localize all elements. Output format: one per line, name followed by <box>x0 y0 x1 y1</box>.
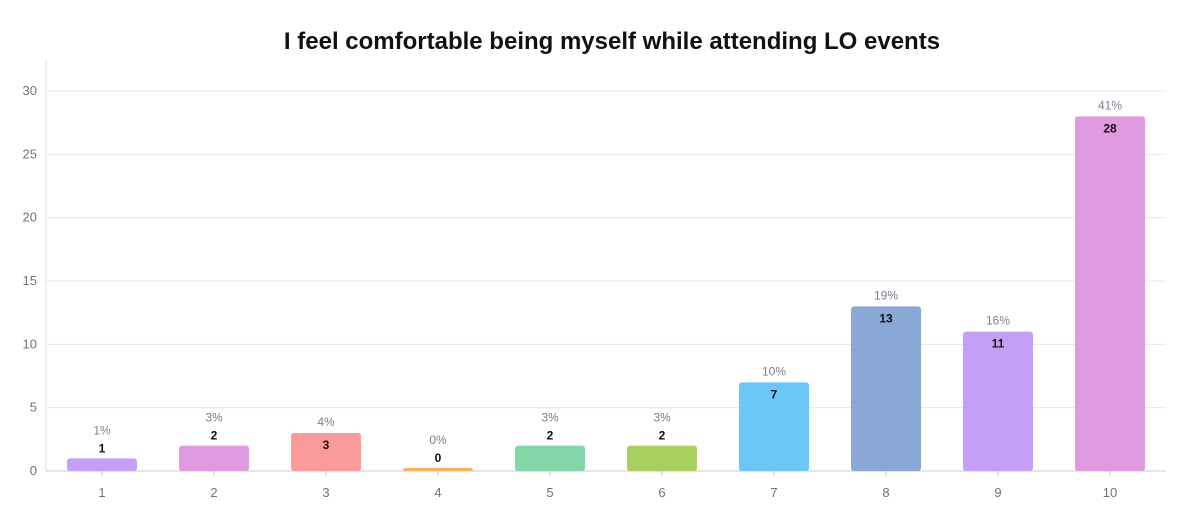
value-label: 28 <box>1103 121 1117 135</box>
bar <box>67 458 137 471</box>
value-label: 13 <box>879 311 893 325</box>
x-tick-label: 9 <box>994 485 1001 500</box>
percent-label: 3% <box>205 411 223 425</box>
bar <box>515 445 585 471</box>
bar <box>291 433 361 471</box>
percent-label: 41% <box>1098 98 1122 112</box>
value-label: 2 <box>211 429 218 443</box>
x-tick-label: 4 <box>434 485 441 500</box>
x-tick-label: 8 <box>882 485 889 500</box>
value-label: 0 <box>435 451 442 465</box>
x-tick-label: 1 <box>98 485 105 500</box>
y-tick-label: 30 <box>23 83 37 98</box>
x-tick-label: 5 <box>546 485 553 500</box>
y-tick-label: 20 <box>23 210 37 225</box>
y-tick-label: 10 <box>23 336 37 351</box>
x-tick-label: 7 <box>770 485 777 500</box>
x-tick-label: 10 <box>1103 485 1117 500</box>
x-tick-label: 2 <box>210 485 217 500</box>
bar <box>627 445 697 471</box>
percent-label: 1% <box>93 423 111 437</box>
x-tick-label: 6 <box>658 485 665 500</box>
y-tick-label: 15 <box>23 273 37 288</box>
value-label: 3 <box>323 438 330 452</box>
bar <box>179 445 249 471</box>
value-label: 11 <box>992 337 1005 351</box>
value-label: 2 <box>547 429 554 443</box>
gridlines <box>46 90 1166 409</box>
y-tick-label: 25 <box>23 146 37 161</box>
y-tick-label: 0 <box>30 463 37 478</box>
x-tick-label: 3 <box>322 485 329 500</box>
bar <box>403 468 473 471</box>
data-labels: 1 1% 2 3% 3 4% 0 0% 2 3% 2 3% 7 10% 13 19% 11 16% 28 41% <box>93 98 1122 465</box>
bar <box>851 306 921 471</box>
percent-label: 3% <box>653 411 671 425</box>
percent-label: 0% <box>429 433 447 447</box>
percent-label: 19% <box>874 288 898 302</box>
percent-label: 10% <box>762 364 786 378</box>
bars <box>67 116 1145 471</box>
percent-label: 4% <box>317 415 335 429</box>
bar <box>963 331 1033 471</box>
bar <box>1075 116 1145 471</box>
percent-label: 3% <box>541 411 559 425</box>
y-tick-label: 5 <box>30 400 37 415</box>
value-label: 1 <box>99 441 106 455</box>
bar <box>739 382 809 471</box>
value-label: 7 <box>771 387 778 401</box>
percent-label: 16% <box>986 314 1010 328</box>
value-label: 2 <box>659 429 666 443</box>
chart-title: I feel comfortable being myself while at… <box>283 28 941 55</box>
